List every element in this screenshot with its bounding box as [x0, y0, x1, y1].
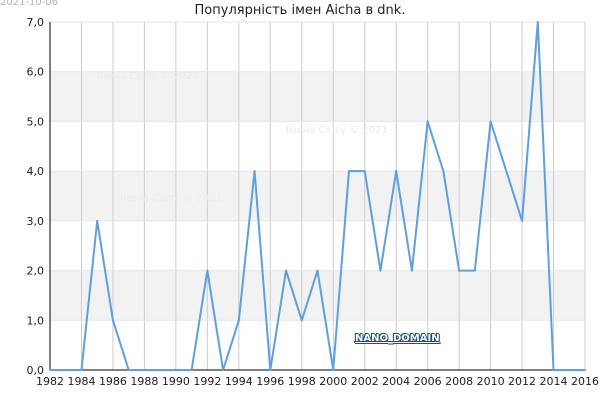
data-point: [49, 369, 51, 371]
watermark: Імена Світу © 2021: [286, 125, 388, 136]
watermark: Імена Світу © 2021: [97, 71, 199, 82]
data-point: [300, 319, 303, 322]
data-point: [584, 369, 586, 371]
data-point: [536, 21, 539, 23]
x-tick-label: 2012: [508, 375, 536, 388]
data-point: [253, 170, 256, 173]
domain-tag: NANO_DOMAIN: [355, 333, 440, 344]
data-point: [190, 369, 193, 371]
plot-band: [50, 171, 585, 221]
y-tick-label: 1,0: [27, 314, 45, 327]
data-point: [64, 369, 67, 371]
x-tick-label: 2014: [540, 375, 568, 388]
data-point: [96, 219, 99, 222]
series-layer: [49, 21, 586, 371]
y-tick-label: 4,0: [27, 165, 45, 178]
data-point: [80, 369, 83, 371]
data-point: [174, 369, 177, 371]
data-point: [552, 369, 555, 371]
y-tick-label: 6,0: [27, 66, 45, 79]
x-tick-label: 1982: [36, 375, 64, 388]
data-point: [206, 269, 209, 272]
x-tick-label: 1984: [67, 375, 95, 388]
data-point: [458, 269, 461, 272]
tick-labels: 1982 1984 1986 1988 1990 1992 1994 1996 1998 2000…: [27, 16, 600, 388]
data-point: [426, 120, 429, 123]
data-point: [395, 170, 398, 173]
y-tick-label: 0,0: [27, 364, 45, 377]
x-tick-label: 1986: [99, 375, 127, 388]
data-point: [285, 269, 288, 272]
x-tick-label: 2006: [414, 375, 442, 388]
plot-band: [50, 71, 585, 122]
data-point: [127, 369, 130, 371]
data-point: [442, 170, 445, 173]
data-point: [332, 369, 335, 371]
data-point: [363, 170, 366, 173]
x-tick-label: 2000: [319, 375, 347, 388]
data-point: [222, 369, 225, 371]
data-point: [269, 369, 272, 371]
x-tick-label: 2016: [571, 375, 599, 388]
x-tick-label: 1996: [256, 375, 284, 388]
chart-title: Популярність імен Aicha в dnk.: [194, 3, 406, 18]
date-stamp: 2021-10-06: [0, 0, 59, 8]
data-point: [111, 319, 114, 322]
x-tick-label: 2008: [445, 375, 473, 388]
data-point: [316, 269, 319, 272]
x-tick-label: 1994: [225, 375, 253, 388]
x-tick-label: 1990: [162, 375, 190, 388]
data-point: [143, 369, 146, 371]
data-point: [489, 120, 492, 123]
data-point: [379, 269, 382, 272]
y-tick-label: 2,0: [27, 265, 45, 278]
data-point: [237, 319, 240, 322]
x-tick-label: 2010: [477, 375, 505, 388]
data-point: [347, 170, 350, 173]
x-tick-label: 2004: [382, 375, 410, 388]
x-tick-label: 1988: [130, 375, 158, 388]
x-tick-label: 2002: [351, 375, 379, 388]
x-tick-label: 1998: [288, 375, 316, 388]
data-point: [505, 170, 508, 173]
x-tick-label: 1992: [193, 375, 221, 388]
watermark: Імена Світу © 2021: [120, 193, 222, 204]
plot-band: [50, 270, 585, 321]
data-point: [410, 269, 413, 272]
y-tick-label: 7,0: [27, 16, 45, 29]
data-point: [159, 369, 162, 371]
plot-bands: [50, 71, 585, 321]
data-point: [521, 219, 524, 222]
y-tick-label: 5,0: [27, 115, 45, 128]
y-tick-label: 3,0: [27, 215, 45, 228]
data-point: [473, 269, 476, 272]
data-point: [568, 369, 571, 371]
